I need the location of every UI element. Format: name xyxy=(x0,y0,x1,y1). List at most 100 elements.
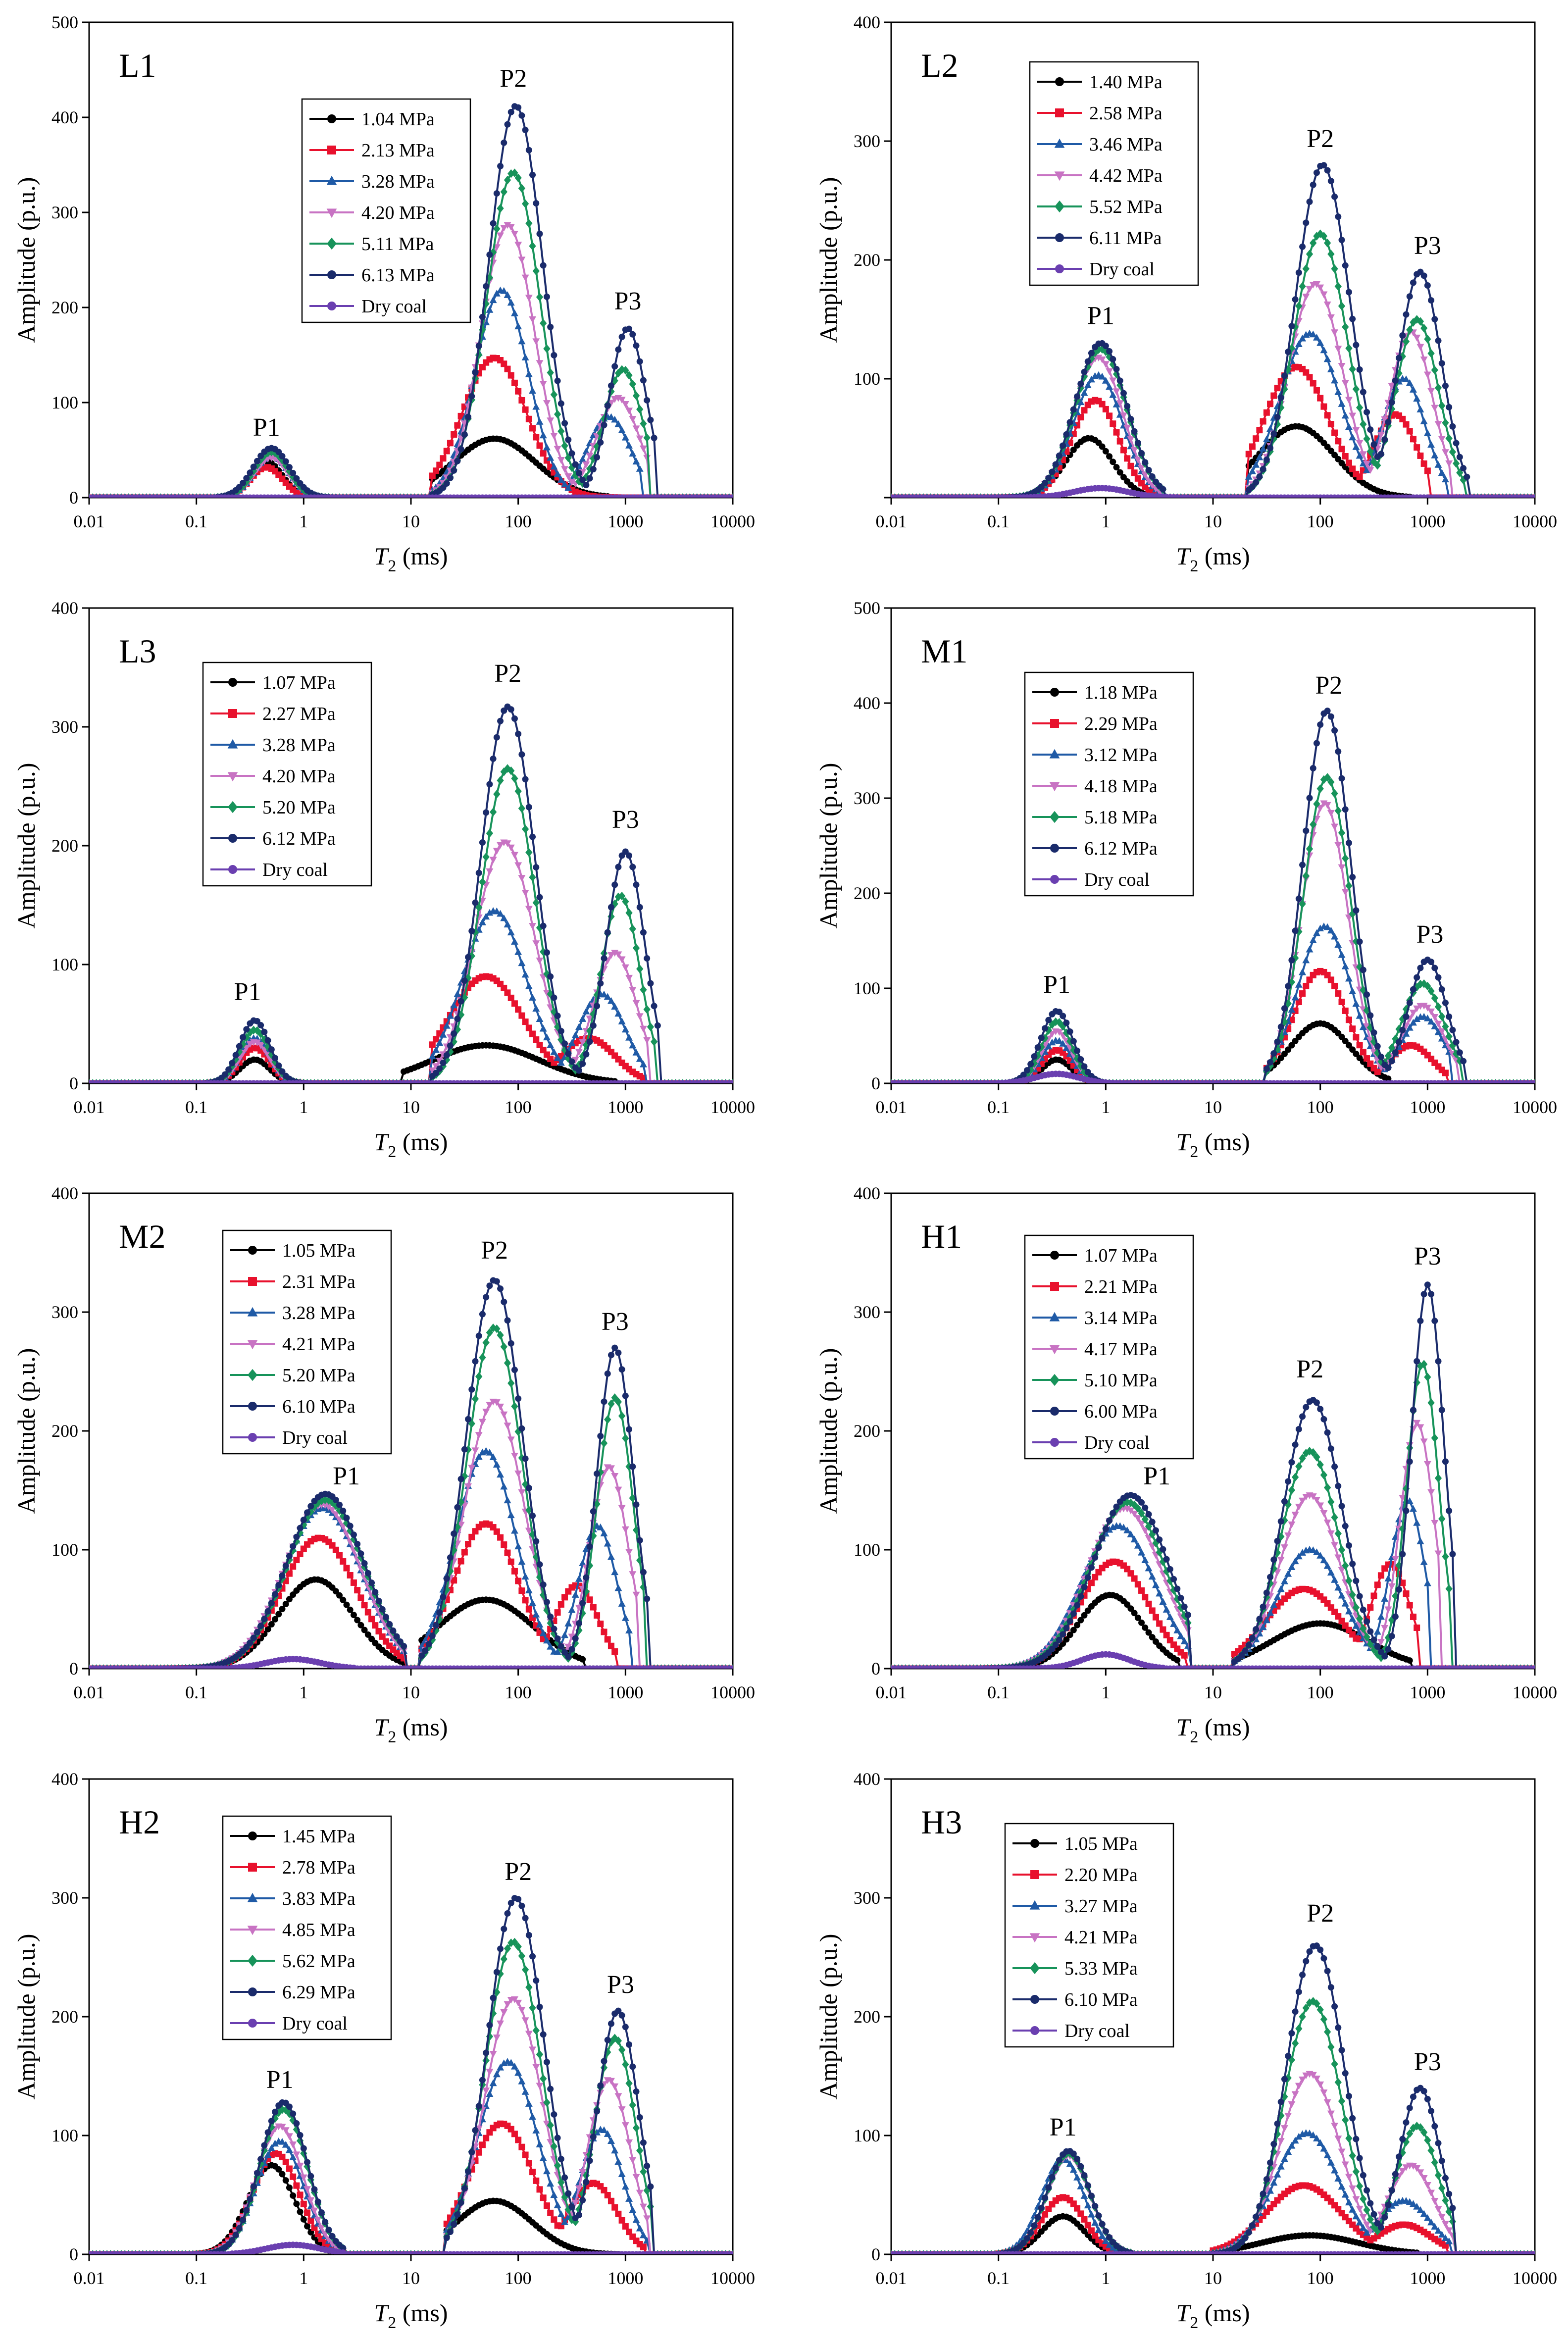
data-point xyxy=(458,998,464,1005)
data-point xyxy=(533,200,539,206)
peak-label: P3 xyxy=(1414,232,1441,260)
data-point xyxy=(605,403,611,409)
data-point xyxy=(522,354,529,360)
data-point xyxy=(529,873,536,882)
data-point xyxy=(1435,421,1442,428)
data-point xyxy=(251,463,257,470)
panel-title: L1 xyxy=(119,47,156,84)
data-point xyxy=(1435,461,1442,468)
data-point xyxy=(1270,393,1277,399)
data-point xyxy=(451,467,457,474)
data-point xyxy=(254,458,260,464)
data-point xyxy=(1356,403,1363,412)
data-point xyxy=(1431,452,1438,458)
y-tick-label: 300 xyxy=(51,203,78,222)
data-point xyxy=(637,904,643,911)
data-point xyxy=(594,454,600,460)
data-point xyxy=(536,293,543,302)
data-point xyxy=(1317,395,1323,402)
data-point xyxy=(651,1037,658,1046)
data-point xyxy=(651,435,658,441)
data-point xyxy=(615,346,621,353)
x-tick-label: 1000 xyxy=(607,511,643,531)
data-point xyxy=(522,275,529,282)
data-point xyxy=(1324,412,1331,418)
x-axis-title: T2 (ms) xyxy=(1176,542,1250,575)
data-point xyxy=(518,112,525,119)
data-point xyxy=(1246,451,1252,458)
data-point xyxy=(651,1003,658,1009)
data-point xyxy=(1349,316,1356,322)
data-point xyxy=(1292,994,1299,1001)
legend-entry: 3.46 MPa xyxy=(1089,134,1163,155)
data-point xyxy=(1113,366,1120,372)
data-point xyxy=(1335,213,1341,220)
data-point xyxy=(1442,1069,1449,1076)
data-point xyxy=(1431,405,1438,412)
data-point xyxy=(561,1040,568,1047)
x-axis-title-main: T xyxy=(374,542,390,570)
data-point xyxy=(1260,466,1266,472)
data-point xyxy=(508,706,514,712)
data-point xyxy=(1342,963,1349,969)
data-point xyxy=(540,319,547,328)
data-point xyxy=(1306,250,1313,258)
y-axis-title: Amplitude (p.u.) xyxy=(12,177,40,343)
data-point xyxy=(1285,349,1291,355)
y-tick-label: 100 xyxy=(854,369,880,389)
data-point xyxy=(579,1015,586,1022)
y-tick-label: 400 xyxy=(51,107,78,127)
x-tick-label: 0.01 xyxy=(74,511,105,531)
legend-entry: 5.52 MPa xyxy=(1089,197,1163,217)
data-point xyxy=(1338,302,1345,310)
data-point xyxy=(1267,401,1273,407)
data-point xyxy=(1049,468,1056,475)
data-point xyxy=(647,417,654,423)
data-point xyxy=(479,839,486,846)
data-point xyxy=(1120,447,1127,453)
data-point xyxy=(1438,1012,1445,1021)
data-point xyxy=(444,1052,450,1059)
data-point xyxy=(476,869,482,876)
data-point xyxy=(629,987,636,994)
x-axis-title-sub: 2 xyxy=(388,1143,396,1161)
legend-entry: 5.11 MPa xyxy=(361,234,434,254)
data-point xyxy=(1334,941,1342,948)
data-point xyxy=(1424,467,1431,474)
data-point xyxy=(486,829,493,838)
data-point xyxy=(587,1038,593,1045)
x-tick-label: 1000 xyxy=(1410,1097,1445,1117)
data-point xyxy=(1403,421,1410,428)
data-point xyxy=(1306,946,1314,953)
data-point xyxy=(518,256,525,263)
data-point xyxy=(551,390,557,399)
data-point xyxy=(590,1022,597,1029)
data-point xyxy=(479,314,486,320)
data-point xyxy=(1345,344,1352,353)
y-tick-label: 300 xyxy=(51,717,78,737)
data-point xyxy=(486,781,493,787)
panel-title: L2 xyxy=(921,47,959,84)
legend-entry: Dry coal xyxy=(361,296,427,317)
y-tick-label: 200 xyxy=(51,836,78,856)
data-point xyxy=(1438,436,1446,443)
legend-entry: 1.40 MPa xyxy=(1089,72,1163,93)
data-point xyxy=(565,437,571,443)
data-point xyxy=(629,331,636,338)
series-line xyxy=(891,234,1535,498)
data-point xyxy=(1327,250,1334,258)
data-point xyxy=(483,283,489,290)
panel-title: M1 xyxy=(921,632,967,670)
data-point xyxy=(507,845,515,852)
legend-marker xyxy=(228,834,237,843)
x-tick-label: 10 xyxy=(1204,511,1222,531)
y-tick-label: 300 xyxy=(854,131,880,151)
y-tick-label: 100 xyxy=(51,955,78,974)
data-point xyxy=(633,1000,640,1007)
y-tick-label: 0 xyxy=(69,488,78,508)
data-point xyxy=(1053,461,1059,467)
data-point xyxy=(1338,363,1346,370)
data-point xyxy=(629,1042,636,1049)
data-point xyxy=(1324,302,1331,308)
data-point xyxy=(544,294,550,300)
